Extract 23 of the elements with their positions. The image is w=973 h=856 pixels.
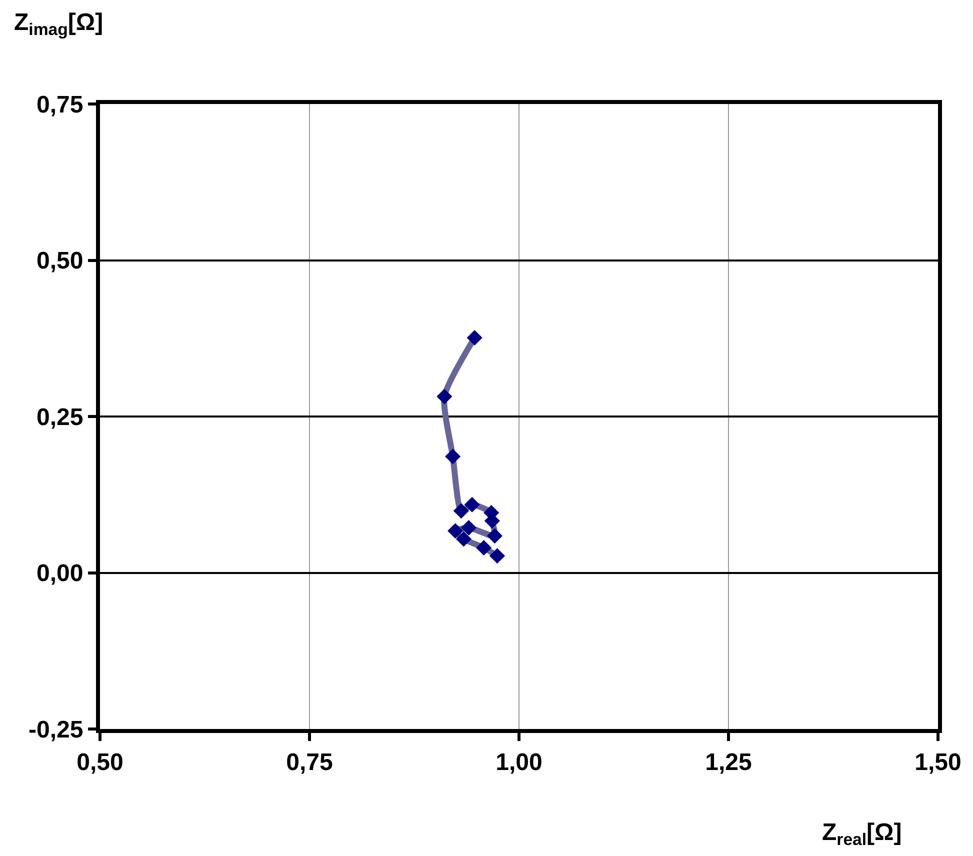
y-axis-title: Z$_{imag}$[Ω] xyxy=(14,9,104,40)
y-tick-label: -0,25 xyxy=(28,716,84,744)
point xyxy=(489,548,506,564)
point xyxy=(453,503,469,519)
y-tick-label: 0,50 xyxy=(36,248,84,275)
y-tick-label: 0,00 xyxy=(36,560,84,588)
y-tick-label: 0,25 xyxy=(36,404,84,431)
x-tick-label: 1,25 xyxy=(705,748,752,776)
point xyxy=(445,448,461,464)
point xyxy=(448,523,464,539)
point xyxy=(476,540,492,556)
x-tick-label: 1,00 xyxy=(496,748,542,776)
point xyxy=(436,388,452,404)
x-tick-label: 0,75 xyxy=(286,748,333,776)
point xyxy=(466,330,482,346)
point xyxy=(456,531,472,547)
point xyxy=(460,520,477,536)
x-axis-title: Z$_{real}$[Ω] xyxy=(822,819,902,850)
x-tick-label: 1,50 xyxy=(914,748,962,776)
x-tick-label: 0,50 xyxy=(76,748,124,776)
point xyxy=(464,496,480,512)
point xyxy=(486,528,502,544)
y-tick-label: 0,75 xyxy=(36,91,84,118)
